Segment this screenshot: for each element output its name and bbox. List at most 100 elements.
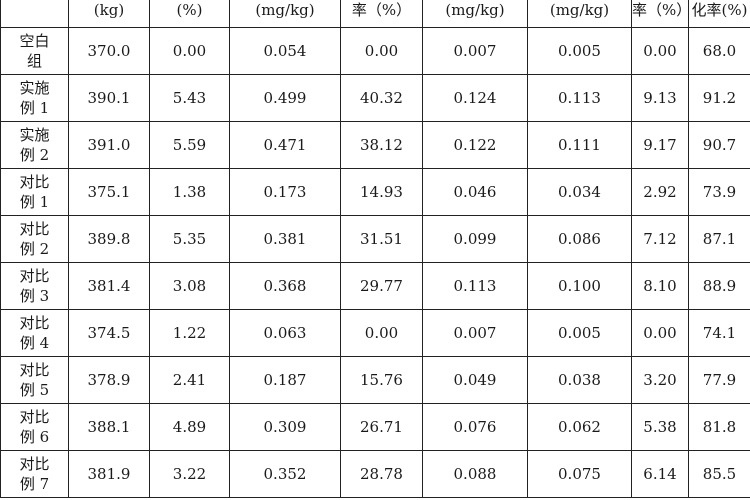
table-body: 空白组 370.0 0.00 0.054 0.00 0.007 0.005 0.00 68.0 实… [0,27,750,498]
row-label-line: 例 6 [19,428,50,446]
row-label-line: 例 7 [19,475,50,493]
table-row: 对比例 2 389.8 5.35 0.381 31.51 0.099 0.086 7.12 87… [0,215,750,263]
table-cell: 0.309 [229,403,341,451]
row-label-line: 实施 [19,79,50,97]
table-cell: 9.13 [631,74,689,122]
table-cell: 0.005 [527,309,632,357]
table-cell: 7.12 [631,215,689,263]
table-cell: 0.122 [422,121,528,169]
row-label-line: 对比 [19,314,50,332]
row-label-line: 对比 [19,408,50,426]
row-label-cell: 实施例 2 [0,121,69,169]
row-label-line: 例 5 [19,381,50,399]
table-cell: 8.10 [631,262,689,310]
table-cell: 9.17 [631,121,689,169]
table-cell: 0.100 [527,262,632,310]
table-cell: 0.00 [631,27,689,75]
header-cell: (kg) [68,0,150,28]
table-cell: 0.352 [229,450,341,498]
table-cell: 85.5 [688,450,750,498]
table-cell: 1.22 [149,309,230,357]
table-cell: 90.7 [688,121,750,169]
row-label-line: 例 2 [19,146,50,164]
header-cell: (mg/kg) [527,0,632,28]
table-cell: 0.381 [229,215,341,263]
table-cell: 0.063 [229,309,341,357]
row-label-line: 对比 [19,220,50,238]
row-label-line: 对比 [19,173,50,191]
table-cell: 0.00 [149,27,230,75]
table-cell: 0.046 [422,168,528,216]
table-cell: 0.113 [527,74,632,122]
row-label-cell: 对比例 6 [0,403,69,451]
table-cell: 390.1 [68,74,150,122]
table-cell: 0.111 [527,121,632,169]
table-cell: 0.038 [527,356,632,404]
table-row: 实施例 2 391.0 5.59 0.471 38.12 0.122 0.111 9.17 90… [0,121,750,169]
table-cell: 87.1 [688,215,750,263]
table-cell: 0.099 [422,215,528,263]
table-cell: 0.007 [422,309,528,357]
row-label-line: 例 2 [19,240,50,258]
table-cell: 29.77 [340,262,423,310]
table-cell: 3.22 [149,450,230,498]
table-row: 空白组 370.0 0.00 0.054 0.00 0.007 0.005 0.00 68.0 [0,27,750,75]
row-label-line: 组 [26,52,42,70]
table-cell: 3.08 [149,262,230,310]
table-cell: 389.8 [68,215,150,263]
table-cell: 0.00 [631,309,689,357]
table-cell: 0.075 [527,450,632,498]
row-label-cell: 对比例 2 [0,215,69,263]
table-cell: 0.034 [527,168,632,216]
table-cell: 91.2 [688,74,750,122]
table-cell: 0.062 [527,403,632,451]
row-label-line: 对比 [19,455,50,473]
row-label-cell: 对比例 1 [0,168,69,216]
header-cell: (mg/kg) [229,0,341,28]
header-cell: (%) [149,0,230,28]
row-label-cell: 对比例 3 [0,262,69,310]
table-cell: 68.0 [688,27,750,75]
table-cell: 4.89 [149,403,230,451]
table-cell: 0.007 [422,27,528,75]
header-cell: (mg/kg) [422,0,528,28]
table-cell: 0.113 [422,262,528,310]
row-label-line: 对比 [19,361,50,379]
header-cell: 率（%） [631,0,689,28]
table-cell: 5.38 [631,403,689,451]
row-label-line: 例 4 [19,334,50,352]
table-row: 对比例 4 374.5 1.22 0.063 0.00 0.007 0.005 0.00 74.… [0,309,750,357]
table-cell: 0.076 [422,403,528,451]
table-cell: 28.78 [340,450,423,498]
table-cell: 81.8 [688,403,750,451]
table-cell: 0.499 [229,74,341,122]
table-cell: 14.93 [340,168,423,216]
table-cell: 5.59 [149,121,230,169]
table-cell: 0.088 [422,450,528,498]
table-cell: 0.049 [422,356,528,404]
table-cell: 5.43 [149,74,230,122]
table-cell: 375.1 [68,168,150,216]
table-cell: 0.368 [229,262,341,310]
table-cell: 2.92 [631,168,689,216]
table-cell: 0.124 [422,74,528,122]
table-cell: 0.173 [229,168,341,216]
row-label-line: 例 1 [19,193,50,211]
table-cell: 0.086 [527,215,632,263]
table-cell: 74.1 [688,309,750,357]
table-row: 对比例 5 378.9 2.41 0.187 15.76 0.049 0.038 3.20 77… [0,356,750,404]
table-row: 实施例 1 390.1 5.43 0.499 40.32 0.124 0.113 9.13 91… [0,74,750,122]
table-row: 对比例 1 375.1 1.38 0.173 14.93 0.046 0.034 2.92 73… [0,168,750,216]
row-label-line: 例 1 [19,99,50,117]
table-row: 对比例 7 381.9 3.22 0.352 28.78 0.088 0.075 6.14 85… [0,450,750,498]
row-label-line: 对比 [19,267,50,285]
table-cell: 388.1 [68,403,150,451]
table-cell: 77.9 [688,356,750,404]
header-row: (kg) (%) (mg/kg) 率（%） (mg/kg) (mg/kg) 率（… [0,0,750,28]
row-label-line: 空白 [19,32,50,50]
table-cell: 0.00 [340,309,423,357]
table-cell: 26.71 [340,403,423,451]
row-label-cell: 实施例 1 [0,74,69,122]
table-cell: 381.9 [68,450,150,498]
